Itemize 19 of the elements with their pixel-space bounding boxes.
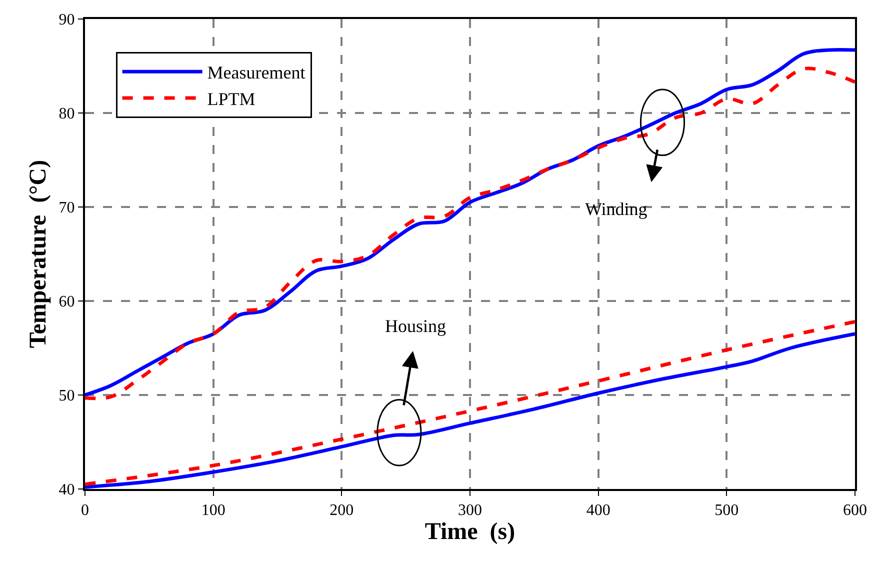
legend-label: LPTM — [207, 89, 256, 110]
x-tick-label: 500 — [714, 502, 739, 520]
x-tick-label: 0 — [81, 502, 89, 520]
x-tick-label: 200 — [330, 502, 354, 520]
x-axis-title: Time (s) — [424, 519, 516, 546]
annotation: Housing — [385, 316, 446, 336]
y-tick-label: 60 — [58, 294, 75, 311]
y-tick-label: 90 — [58, 12, 75, 29]
y-axis-title: Temperature (°C) — [25, 160, 52, 348]
x-tick-label: 100 — [201, 502, 226, 520]
x-tick-label: 600 — [843, 502, 867, 520]
legend-label: Measurement — [207, 62, 306, 83]
y-tick-label: 80 — [58, 106, 75, 123]
y-tick-label: 50 — [58, 388, 75, 405]
x-tick-label: 400 — [586, 502, 610, 520]
y-tick-label: 40 — [58, 482, 75, 499]
y-tick-label: 70 — [58, 200, 75, 217]
x-tick-label: 300 — [458, 502, 482, 520]
annotation: Winding — [585, 199, 648, 219]
